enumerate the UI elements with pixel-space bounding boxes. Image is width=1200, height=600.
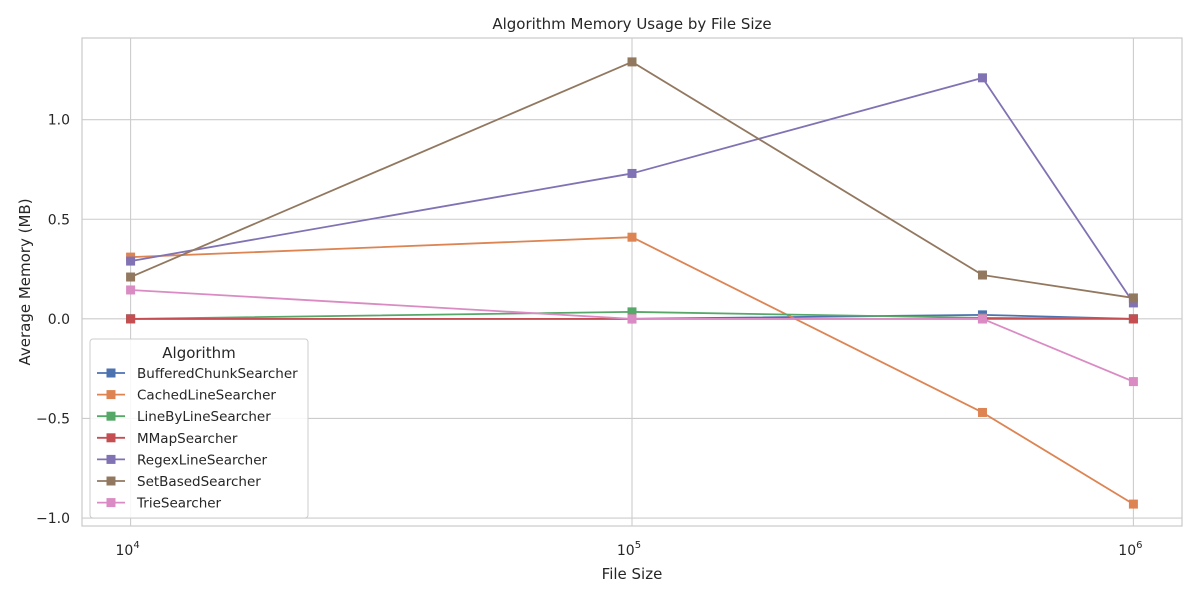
data-point (126, 272, 136, 282)
legend-label: CachedLineSearcher (137, 388, 276, 404)
legend-box (89, 338, 309, 519)
series-layer (126, 57, 1138, 509)
data-point (1128, 377, 1138, 387)
x-tick-base: 10 (115, 543, 133, 559)
legend-label: SetBasedSearcher (137, 474, 261, 490)
legend-marker (106, 390, 116, 400)
x-tick-exponent: 4 (133, 540, 139, 551)
series-SetBasedSearcher (126, 57, 1138, 303)
data-point (627, 314, 637, 324)
data-point (977, 314, 987, 324)
x-tick-base: 10 (1118, 543, 1136, 559)
legend-item: MMapSearcher (97, 431, 238, 447)
legend-label: MMapSearcher (137, 431, 238, 447)
x-tick-exponent: 6 (1136, 540, 1142, 551)
legend: Algorithm BufferedChunkSearcher CachedLin… (89, 338, 309, 519)
data-point (1128, 298, 1138, 308)
y-tick-label: −1.0 (36, 511, 70, 527)
data-point (126, 285, 136, 295)
legend-item: SetBasedSearcher (97, 474, 261, 490)
legend-label: TrieSearcher (136, 496, 222, 512)
data-point (627, 307, 637, 317)
legend-label: RegexLineSearcher (137, 452, 268, 468)
data-point (627, 232, 637, 242)
data-point (977, 270, 987, 280)
data-point (977, 73, 987, 83)
y-tick-label: 0.5 (48, 212, 70, 228)
legend-item: RegexLineSearcher (97, 452, 268, 468)
y-axis-label: Average Memory (MB) (16, 198, 34, 365)
data-point (977, 407, 987, 417)
series-line (130, 289, 1134, 383)
data-point (126, 314, 136, 324)
data-point (627, 57, 637, 67)
series-TrieSearcher (126, 285, 1138, 387)
y-tick-label: 0.0 (48, 312, 70, 328)
legend-item: TrieSearcher (97, 496, 222, 512)
legend-title: Algorithm (162, 344, 235, 362)
data-point (126, 256, 136, 266)
y-tick-label: 1.0 (48, 113, 70, 129)
data-point (1128, 293, 1138, 303)
series-line (130, 76, 1135, 304)
data-point (627, 168, 637, 178)
legend-label: BufferedChunkSearcher (137, 366, 298, 382)
legend-marker (106, 411, 116, 421)
legend-items: BufferedChunkSearcher CachedLineSearcher L… (97, 366, 298, 512)
x-tick-label: 104 (115, 540, 139, 559)
legend-marker (106, 476, 116, 486)
x-tick-base: 10 (617, 543, 635, 559)
chart-title: Algorithm Memory Usage by File Size (492, 15, 771, 33)
legend-item: CachedLineSearcher (97, 388, 276, 404)
legend-marker (106, 433, 116, 443)
legend-label: LineByLineSearcher (137, 409, 271, 425)
data-point (1128, 314, 1138, 324)
legend-marker (106, 454, 116, 464)
data-point (1128, 499, 1138, 509)
series-line (130, 236, 1134, 505)
legend-item: BufferedChunkSearcher (97, 366, 298, 382)
series-RegexLineSearcher (126, 73, 1138, 308)
series-line (130, 61, 1134, 299)
y-tick-label: −0.5 (36, 411, 70, 427)
x-tick-label: 106 (1118, 540, 1142, 559)
legend-marker (106, 498, 116, 508)
legend-item: LineByLineSearcher (97, 409, 271, 425)
x-axis-label: File Size (602, 565, 663, 583)
x-tick-exponent: 5 (635, 540, 641, 551)
x-tick-label: 105 (617, 540, 641, 559)
legend-marker (106, 368, 116, 378)
plot-frame (81, 37, 1183, 527)
